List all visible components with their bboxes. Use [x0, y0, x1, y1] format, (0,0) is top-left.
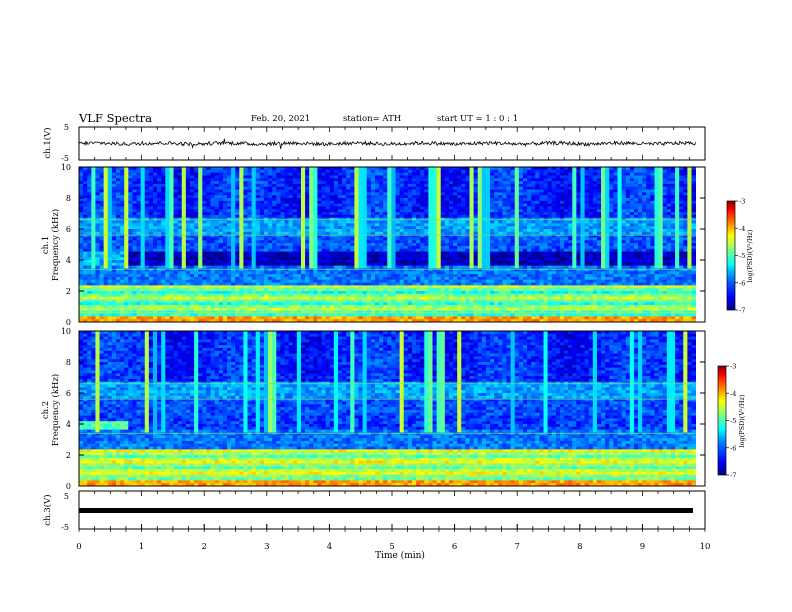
ytick-label: 0: [66, 482, 71, 491]
ytick-label: 4: [66, 420, 71, 429]
ch1-ylabel: ch.1(V): [42, 127, 53, 158]
ch1-ylabel-channel: ch.1: [41, 236, 51, 254]
panel-ch2-spectrogram: 0 2 4 6 8 10 ch.2 Frequency (kHz): [41, 327, 706, 491]
x-tick-label: 4: [327, 542, 332, 552]
ch1-ytick-bottom: -5: [61, 154, 69, 163]
ch1-ytick-top: 5: [64, 123, 69, 132]
ytick-label: 8: [66, 358, 71, 367]
ch1-colorbar-label: log(PSD)(V²/Hz): [746, 229, 754, 282]
x-axis: 0 1 2 3 4 5 6 7 8 9 10: [76, 524, 710, 552]
ch1-spectrogram-image: [79, 167, 697, 323]
chart-date: Feb. 20, 2021: [251, 114, 311, 124]
ytick-label: 0: [66, 318, 71, 327]
ytick-label: 2: [66, 451, 71, 460]
ytick-label: 2: [66, 287, 71, 296]
ch3-ylabel: ch.3(V): [42, 494, 53, 525]
ytick-label: 10: [61, 163, 71, 172]
panel-ch1-spectrogram: 0 2 4 6 8 10 ch.1 Frequency (kHz): [41, 163, 706, 327]
ch2-ylabel-channel: ch.2: [41, 401, 51, 419]
colorbar-tick-label: -5: [730, 417, 736, 425]
chart-station: station= ATH: [343, 114, 402, 124]
x-tick-label: 3: [264, 542, 269, 552]
ytick-label: 6: [66, 225, 71, 234]
x-tick-label: 2: [201, 542, 206, 552]
x-tick-label: 6: [452, 542, 457, 552]
x-tick-label: 9: [640, 542, 645, 552]
ch2-colorbar: -3 -4 -5 -6 -7 log(PSD)(V²/Hz): [717, 363, 746, 480]
ch1-ylabel-frequency: Frequency (kHz): [50, 209, 61, 281]
chart-start-time: start UT = 1 : 0 : 1: [437, 114, 519, 124]
x-tick-label: 1: [139, 542, 144, 552]
x-tick-label: 10: [700, 542, 711, 552]
ch1-colorbar: -3 -4 -5 -6 -7 log(PSD)(V²/Hz): [726, 198, 754, 315]
x-tick-label: 8: [577, 542, 582, 552]
ch3-waveform-line: [79, 508, 693, 513]
ch2-colorbar-label: log(PSD)(V²/Hz): [738, 394, 746, 447]
x-tick-label: 0: [76, 542, 81, 552]
ytick-label: 10: [61, 327, 71, 336]
colorbar-tick-label: -7: [730, 472, 736, 480]
x-tick-label: 5: [389, 542, 394, 552]
colorbar-tick-label: -3: [739, 198, 745, 206]
ch3-ytick-top: 5: [64, 492, 69, 501]
colorbar-tick-label: -6: [730, 444, 736, 452]
x-tick-label: 7: [514, 542, 519, 552]
colorbar-tick-label: -4: [739, 225, 745, 233]
colorbar-tick-label: -6: [739, 279, 745, 287]
colorbar-tick-label: -3: [730, 363, 736, 371]
ch3-ytick-bottom: -5: [61, 523, 69, 532]
panel-ch1-waveform: 5 -5 ch.1(V): [42, 123, 706, 163]
ytick-label: 4: [66, 256, 71, 265]
ytick-label: 6: [66, 389, 71, 398]
x-axis-label: Time (min): [375, 550, 425, 561]
chart-title: VLF Spectra: [79, 111, 153, 125]
ch2-spectrogram-image: [79, 331, 697, 487]
ch2-ylabel-frequency: Frequency (kHz): [50, 374, 61, 446]
colorbar-tick-label: -4: [730, 390, 736, 398]
colorbar-tick-label: -5: [739, 252, 745, 260]
colorbar-tick-label: -7: [739, 307, 745, 315]
ch1-waveform-line: [78, 138, 696, 149]
ytick-label: 8: [66, 194, 71, 203]
